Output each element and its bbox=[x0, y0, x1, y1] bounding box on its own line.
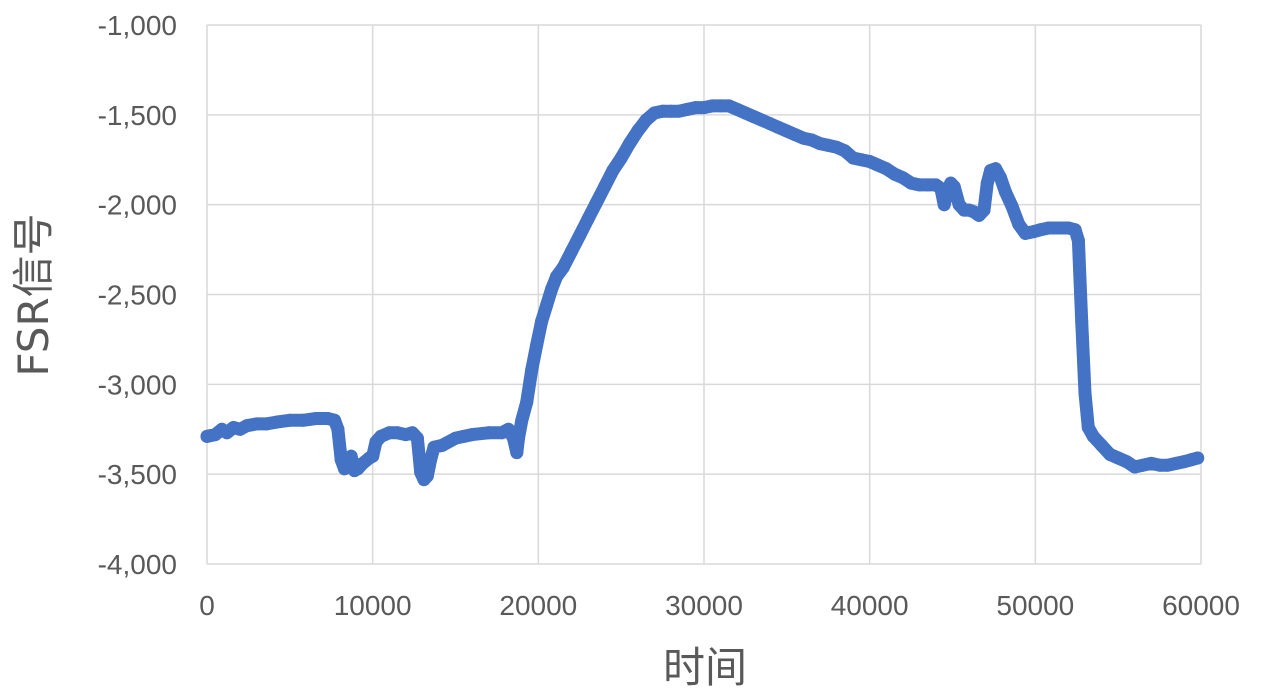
x-tick-label: 0 bbox=[199, 590, 215, 621]
data-point bbox=[1086, 429, 1100, 443]
data-point bbox=[999, 185, 1012, 199]
data-point bbox=[482, 426, 496, 440]
data-point bbox=[606, 164, 620, 177]
data-point bbox=[589, 196, 603, 210]
data-point bbox=[980, 176, 994, 190]
data-point bbox=[1005, 200, 1019, 213]
data-point bbox=[260, 417, 274, 431]
y-tick-label: -1,500 bbox=[98, 100, 177, 131]
data-point bbox=[1012, 217, 1026, 231]
data-point bbox=[435, 438, 449, 452]
data-point bbox=[525, 363, 539, 377]
series-line bbox=[200, 99, 1205, 487]
data-point bbox=[1050, 221, 1064, 235]
data-point bbox=[344, 449, 358, 463]
data-point bbox=[283, 413, 297, 427]
data-point bbox=[515, 413, 529, 427]
x-tick-label: 30000 bbox=[665, 590, 743, 621]
x-tick-label: 60000 bbox=[1162, 590, 1240, 621]
x-tick-label: 50000 bbox=[996, 590, 1074, 621]
data-point bbox=[1078, 386, 1092, 400]
y-axis-title: FSR信号 bbox=[9, 213, 58, 376]
data-point bbox=[331, 422, 345, 436]
data-point bbox=[994, 171, 1007, 185]
data-point bbox=[550, 270, 564, 283]
data-point bbox=[540, 298, 554, 312]
data-point bbox=[581, 212, 595, 226]
data-point bbox=[309, 412, 323, 425]
data-point bbox=[1071, 234, 1085, 248]
data-point bbox=[598, 180, 612, 194]
data-point bbox=[573, 228, 587, 242]
data-point bbox=[270, 415, 284, 429]
data-point bbox=[510, 446, 524, 460]
data-point bbox=[565, 244, 578, 258]
data-point bbox=[410, 431, 424, 445]
y-tick-label: -3,000 bbox=[98, 369, 177, 400]
y-tick-label: -2,500 bbox=[98, 280, 177, 311]
data-point bbox=[535, 314, 549, 328]
gridlines bbox=[206, 24, 1202, 565]
x-tick-label: 10000 bbox=[334, 590, 412, 621]
data-point bbox=[530, 338, 544, 352]
data-point bbox=[623, 137, 636, 151]
y-tick-label: -1,000 bbox=[98, 10, 177, 41]
data-point bbox=[465, 428, 479, 442]
series-layer bbox=[200, 99, 1205, 487]
data-point bbox=[366, 449, 380, 463]
y-tick-label: -3,500 bbox=[98, 459, 177, 490]
x-tick-label: 40000 bbox=[831, 590, 909, 621]
data-point bbox=[614, 151, 628, 165]
x-tick-label: 20000 bbox=[499, 590, 577, 621]
data-point bbox=[420, 469, 434, 483]
data-point bbox=[240, 419, 254, 433]
data-point bbox=[250, 417, 264, 431]
data-point bbox=[556, 261, 570, 274]
data-point bbox=[1095, 438, 1109, 452]
data-point bbox=[512, 431, 525, 445]
data-point bbox=[631, 124, 645, 138]
data-point bbox=[977, 203, 991, 217]
data-point bbox=[520, 395, 534, 409]
data-point bbox=[296, 413, 310, 427]
data-point bbox=[1075, 314, 1089, 328]
data-point bbox=[947, 180, 961, 194]
data-point bbox=[545, 282, 559, 296]
tick-labels: -1,000 -1,500 -2,000 -2,500 -3,000 -3,500 -4,0… bbox=[98, 10, 1240, 621]
y-tick-label: -4,000 bbox=[98, 549, 177, 580]
x-axis-title: 时间 bbox=[663, 643, 747, 692]
data-point bbox=[1068, 223, 1082, 237]
data-point bbox=[1191, 451, 1205, 465]
data-point bbox=[424, 453, 438, 467]
data-point bbox=[937, 198, 951, 212]
y-tick-label: -2,000 bbox=[98, 190, 177, 221]
